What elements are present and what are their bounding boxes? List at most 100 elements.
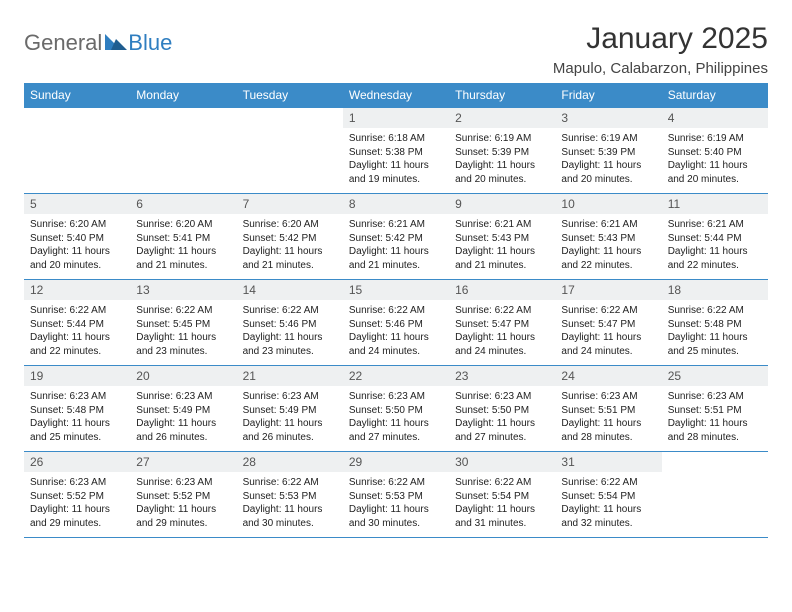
calendar-cell: 1Sunrise: 6:18 AMSunset: 5:38 PMDaylight… bbox=[343, 108, 449, 194]
calendar-cell bbox=[662, 452, 768, 538]
day-number: 17 bbox=[555, 280, 661, 300]
calendar-cell bbox=[130, 108, 236, 194]
day-number: 14 bbox=[237, 280, 343, 300]
day-number: 11 bbox=[662, 194, 768, 214]
calendar-cell: 11Sunrise: 6:21 AMSunset: 5:44 PMDayligh… bbox=[662, 194, 768, 280]
day-details: Sunrise: 6:23 AMSunset: 5:52 PMDaylight:… bbox=[130, 472, 236, 534]
calendar-cell: 22Sunrise: 6:23 AMSunset: 5:50 PMDayligh… bbox=[343, 366, 449, 452]
day-number: 20 bbox=[130, 366, 236, 386]
day-details: Sunrise: 6:20 AMSunset: 5:40 PMDaylight:… bbox=[24, 214, 130, 276]
calendar-cell: 2Sunrise: 6:19 AMSunset: 5:39 PMDaylight… bbox=[449, 108, 555, 194]
calendar-cell: 30Sunrise: 6:22 AMSunset: 5:54 PMDayligh… bbox=[449, 452, 555, 538]
day-details: Sunrise: 6:18 AMSunset: 5:38 PMDaylight:… bbox=[343, 128, 449, 190]
day-details: Sunrise: 6:21 AMSunset: 5:42 PMDaylight:… bbox=[343, 214, 449, 276]
day-number: 5 bbox=[24, 194, 130, 214]
logo-text-general: General bbox=[24, 30, 102, 56]
calendar-cell: 18Sunrise: 6:22 AMSunset: 5:48 PMDayligh… bbox=[662, 280, 768, 366]
calendar-cell: 19Sunrise: 6:23 AMSunset: 5:48 PMDayligh… bbox=[24, 366, 130, 452]
weekday-row: SundayMondayTuesdayWednesdayThursdayFrid… bbox=[24, 83, 768, 108]
day-number: 21 bbox=[237, 366, 343, 386]
weekday-header: Friday bbox=[555, 83, 661, 108]
calendar-head: SundayMondayTuesdayWednesdayThursdayFrid… bbox=[24, 83, 768, 108]
calendar-cell: 21Sunrise: 6:23 AMSunset: 5:49 PMDayligh… bbox=[237, 366, 343, 452]
day-number: 26 bbox=[24, 452, 130, 472]
day-details: Sunrise: 6:21 AMSunset: 5:44 PMDaylight:… bbox=[662, 214, 768, 276]
calendar-week-row: 1Sunrise: 6:18 AMSunset: 5:38 PMDaylight… bbox=[24, 108, 768, 194]
weekday-header: Thursday bbox=[449, 83, 555, 108]
day-number: 25 bbox=[662, 366, 768, 386]
day-details: Sunrise: 6:22 AMSunset: 5:44 PMDaylight:… bbox=[24, 300, 130, 362]
day-number: 27 bbox=[130, 452, 236, 472]
calendar-cell: 14Sunrise: 6:22 AMSunset: 5:46 PMDayligh… bbox=[237, 280, 343, 366]
calendar-cell: 5Sunrise: 6:20 AMSunset: 5:40 PMDaylight… bbox=[24, 194, 130, 280]
day-number: 10 bbox=[555, 194, 661, 214]
day-number: 22 bbox=[343, 366, 449, 386]
day-number: 1 bbox=[343, 108, 449, 128]
calendar-cell: 27Sunrise: 6:23 AMSunset: 5:52 PMDayligh… bbox=[130, 452, 236, 538]
calendar-cell: 10Sunrise: 6:21 AMSunset: 5:43 PMDayligh… bbox=[555, 194, 661, 280]
day-number: 8 bbox=[343, 194, 449, 214]
calendar-cell bbox=[24, 108, 130, 194]
calendar-cell: 23Sunrise: 6:23 AMSunset: 5:50 PMDayligh… bbox=[449, 366, 555, 452]
day-details: Sunrise: 6:22 AMSunset: 5:54 PMDaylight:… bbox=[555, 472, 661, 534]
day-number: 4 bbox=[662, 108, 768, 128]
day-details: Sunrise: 6:22 AMSunset: 5:45 PMDaylight:… bbox=[130, 300, 236, 362]
calendar-cell: 28Sunrise: 6:22 AMSunset: 5:53 PMDayligh… bbox=[237, 452, 343, 538]
calendar-cell: 4Sunrise: 6:19 AMSunset: 5:40 PMDaylight… bbox=[662, 108, 768, 194]
day-number: 24 bbox=[555, 366, 661, 386]
day-details: Sunrise: 6:23 AMSunset: 5:49 PMDaylight:… bbox=[130, 386, 236, 448]
day-details: Sunrise: 6:23 AMSunset: 5:52 PMDaylight:… bbox=[24, 472, 130, 534]
day-details: Sunrise: 6:20 AMSunset: 5:41 PMDaylight:… bbox=[130, 214, 236, 276]
calendar-cell: 26Sunrise: 6:23 AMSunset: 5:52 PMDayligh… bbox=[24, 452, 130, 538]
calendar-cell: 13Sunrise: 6:22 AMSunset: 5:45 PMDayligh… bbox=[130, 280, 236, 366]
weekday-header: Wednesday bbox=[343, 83, 449, 108]
logo-triangle-icon bbox=[105, 32, 127, 55]
day-details: Sunrise: 6:23 AMSunset: 5:51 PMDaylight:… bbox=[662, 386, 768, 448]
month-title: January 2025 bbox=[553, 22, 768, 56]
day-details: Sunrise: 6:22 AMSunset: 5:54 PMDaylight:… bbox=[449, 472, 555, 534]
weekday-header: Monday bbox=[130, 83, 236, 108]
day-number: 16 bbox=[449, 280, 555, 300]
day-details: Sunrise: 6:23 AMSunset: 5:51 PMDaylight:… bbox=[555, 386, 661, 448]
day-details: Sunrise: 6:22 AMSunset: 5:53 PMDaylight:… bbox=[237, 472, 343, 534]
calendar-cell: 12Sunrise: 6:22 AMSunset: 5:44 PMDayligh… bbox=[24, 280, 130, 366]
day-number: 31 bbox=[555, 452, 661, 472]
day-details: Sunrise: 6:22 AMSunset: 5:46 PMDaylight:… bbox=[237, 300, 343, 362]
calendar-cell bbox=[237, 108, 343, 194]
day-number: 7 bbox=[237, 194, 343, 214]
day-number: 30 bbox=[449, 452, 555, 472]
day-number: 2 bbox=[449, 108, 555, 128]
calendar-cell: 6Sunrise: 6:20 AMSunset: 5:41 PMDaylight… bbox=[130, 194, 236, 280]
day-details: Sunrise: 6:23 AMSunset: 5:50 PMDaylight:… bbox=[343, 386, 449, 448]
day-details: Sunrise: 6:21 AMSunset: 5:43 PMDaylight:… bbox=[555, 214, 661, 276]
day-details: Sunrise: 6:22 AMSunset: 5:46 PMDaylight:… bbox=[343, 300, 449, 362]
weekday-header: Saturday bbox=[662, 83, 768, 108]
header: General Blue January 2025 Mapulo, Calaba… bbox=[24, 22, 768, 77]
day-number: 3 bbox=[555, 108, 661, 128]
location-text: Mapulo, Calabarzon, Philippines bbox=[553, 60, 768, 77]
day-details: Sunrise: 6:22 AMSunset: 5:53 PMDaylight:… bbox=[343, 472, 449, 534]
day-number: 12 bbox=[24, 280, 130, 300]
calendar-cell: 16Sunrise: 6:22 AMSunset: 5:47 PMDayligh… bbox=[449, 280, 555, 366]
calendar-cell: 31Sunrise: 6:22 AMSunset: 5:54 PMDayligh… bbox=[555, 452, 661, 538]
day-number: 13 bbox=[130, 280, 236, 300]
calendar-week-row: 5Sunrise: 6:20 AMSunset: 5:40 PMDaylight… bbox=[24, 194, 768, 280]
calendar-cell: 9Sunrise: 6:21 AMSunset: 5:43 PMDaylight… bbox=[449, 194, 555, 280]
day-number: 18 bbox=[662, 280, 768, 300]
weekday-header: Sunday bbox=[24, 83, 130, 108]
day-details: Sunrise: 6:23 AMSunset: 5:48 PMDaylight:… bbox=[24, 386, 130, 448]
calendar-cell: 25Sunrise: 6:23 AMSunset: 5:51 PMDayligh… bbox=[662, 366, 768, 452]
day-details: Sunrise: 6:23 AMSunset: 5:50 PMDaylight:… bbox=[449, 386, 555, 448]
day-details: Sunrise: 6:20 AMSunset: 5:42 PMDaylight:… bbox=[237, 214, 343, 276]
day-details: Sunrise: 6:19 AMSunset: 5:39 PMDaylight:… bbox=[555, 128, 661, 190]
day-number: 29 bbox=[343, 452, 449, 472]
day-number: 9 bbox=[449, 194, 555, 214]
day-details: Sunrise: 6:22 AMSunset: 5:48 PMDaylight:… bbox=[662, 300, 768, 362]
weekday-header: Tuesday bbox=[237, 83, 343, 108]
calendar-cell: 15Sunrise: 6:22 AMSunset: 5:46 PMDayligh… bbox=[343, 280, 449, 366]
day-number: 28 bbox=[237, 452, 343, 472]
day-details: Sunrise: 6:19 AMSunset: 5:40 PMDaylight:… bbox=[662, 128, 768, 190]
day-number: 15 bbox=[343, 280, 449, 300]
logo-text-blue: Blue bbox=[128, 30, 172, 56]
day-number: 23 bbox=[449, 366, 555, 386]
